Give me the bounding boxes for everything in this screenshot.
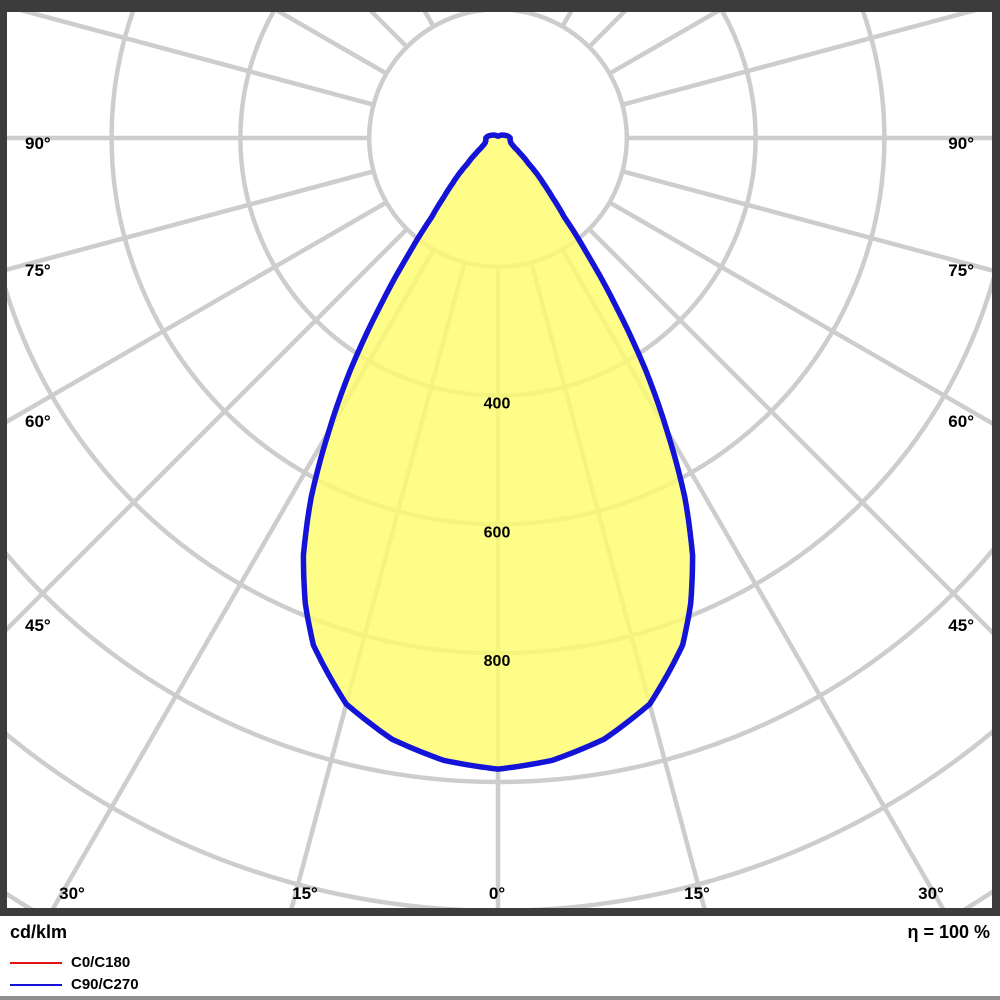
angle-label-right-45°: 45° xyxy=(948,616,974,635)
legend-item-c0-c180: C0/C180 xyxy=(10,955,130,971)
angle-label-bottom-30°-4: 30° xyxy=(918,884,944,903)
legend-line-red xyxy=(10,962,62,964)
bottom-divider xyxy=(0,996,1000,1000)
angle-label-right-75°: 75° xyxy=(948,261,974,280)
angle-label-right-90°: 90° xyxy=(948,134,974,153)
legend: C0/C180 C90/C270 xyxy=(0,916,1000,1000)
angle-label-bottom-15°-3: 15° xyxy=(684,884,710,903)
grid-ray-300 xyxy=(7,200,388,425)
radial-tick-label-400: 400 xyxy=(484,396,511,413)
grid-ray-45 xyxy=(587,227,992,636)
curve-c90-c270 xyxy=(300,132,696,772)
angle-label-bottom-30°-0: 30° xyxy=(59,884,85,903)
angle-label-bottom-0°-2: 0° xyxy=(489,884,505,903)
legend-label-c90-c270: C90/C270 xyxy=(71,976,139,993)
angle-label-left-60°: 60° xyxy=(25,412,51,431)
legend-line-blue xyxy=(10,984,62,986)
angle-label-left-45°: 45° xyxy=(25,616,51,635)
beam-fill xyxy=(303,135,693,770)
radial-tick-label-800: 800 xyxy=(484,653,511,670)
legend-label-c0-c180: C0/C180 xyxy=(71,954,131,971)
radial-tick-labels: 400 600 800 xyxy=(484,396,511,671)
angle-label-bottom-15°-1: 15° xyxy=(292,884,318,903)
grid-ray-105 xyxy=(621,12,977,107)
radial-tick-label-600: 600 xyxy=(484,524,511,541)
units-label: cd/klm xyxy=(10,922,68,942)
efficiency-label: η = 100 % xyxy=(907,922,990,942)
plot-area: 400 600 800 xyxy=(7,12,992,908)
polar-chart-canvas: 400 600 800 90° 90° 75° 75° 60° 60° 45° 45° 30° 15° 0… xyxy=(0,0,1000,916)
plot-frame xyxy=(0,0,1000,916)
grid-ray-75 xyxy=(621,169,992,273)
angle-label-right-60°: 60° xyxy=(948,412,974,431)
angle-labels: 90° 90° 75° 75° 60° 60° 45° 45° 30° 15° 0° 15° 30° xyxy=(25,134,974,903)
legend-item-c90-c270: C90/C270 xyxy=(10,977,139,993)
grid-ray-315 xyxy=(7,227,409,633)
grid-ray-255 xyxy=(19,12,375,107)
grid-ray-285 xyxy=(7,169,375,272)
angle-label-left-75°: 75° xyxy=(25,261,51,280)
chart-footer: cd/klm η = 100 % C0/C180 C90/C270 xyxy=(0,916,1000,1000)
angle-label-left-90°: 90° xyxy=(25,134,51,153)
grid-ray-60 xyxy=(608,200,992,426)
